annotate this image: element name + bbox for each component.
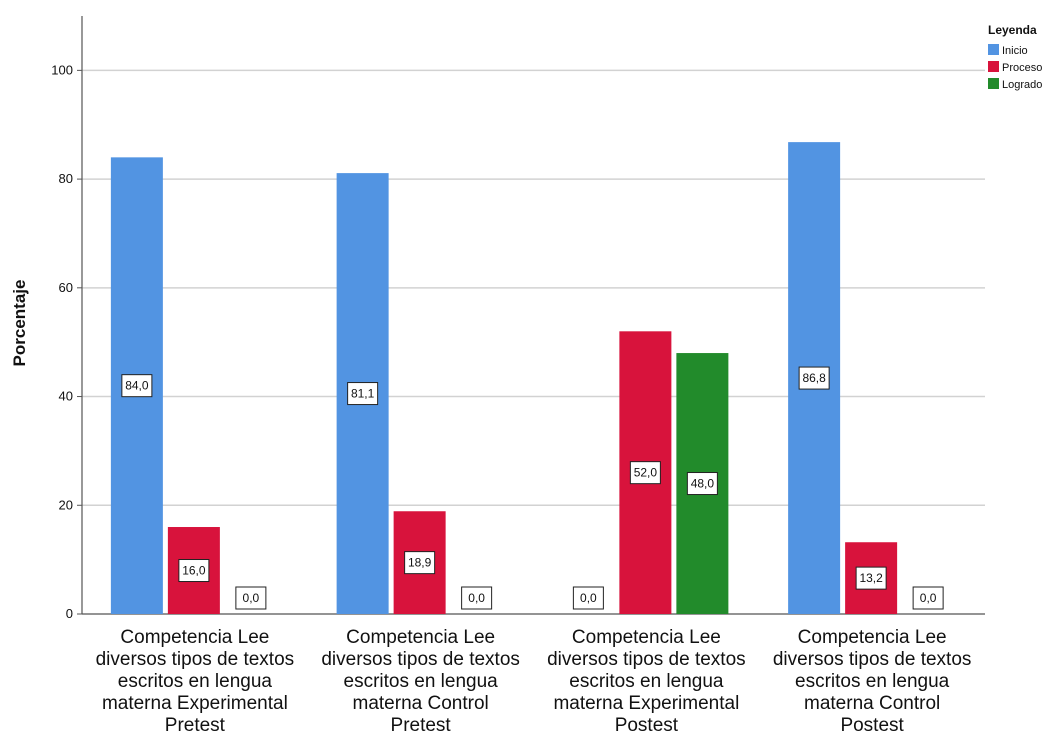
category-label-line: Pretest <box>165 715 226 736</box>
y-tick-label: 60 <box>59 280 73 295</box>
category-label-line: Postest <box>840 715 904 736</box>
category-label-line: escritos en lengua <box>118 671 273 692</box>
legend-label: Proceso <box>1002 62 1042 74</box>
y-tick-label: 20 <box>59 497 73 512</box>
data-label: 0,0 <box>468 591 485 605</box>
category-label: Competencia Lee diversos tipos de textos e… <box>773 627 972 736</box>
category-label-line: escritos en lengua <box>344 671 499 692</box>
legend-title: Leyenda <box>988 23 1037 37</box>
data-label: 0,0 <box>920 591 937 605</box>
legend-swatch-inicio <box>988 44 999 55</box>
category-label: Competencia Lee diversos tipos de textos e… <box>547 627 746 736</box>
category-label-line: Postest <box>615 715 679 736</box>
category-label-line: Competencia Lee <box>346 627 495 648</box>
data-label-box <box>572 586 604 610</box>
y-tick-label: 0 <box>66 606 73 621</box>
category-label-line: Competencia Lee <box>798 627 947 648</box>
data-label: 84,0 <box>125 379 149 393</box>
data-label: 48,0 <box>691 477 715 491</box>
data-label-box <box>798 366 830 390</box>
data-label: 52,0 <box>634 466 658 480</box>
data-label: 13,2 <box>859 571 883 585</box>
category-label-line: diversos tipos de textos <box>96 649 295 670</box>
legend: Leyenda Inicio Proceso Logrado <box>988 23 1042 91</box>
legend-label: Inicio <box>1002 45 1028 57</box>
category-label: Competencia Lee diversos tipos de textos e… <box>96 627 295 736</box>
category-label-line: materna Control <box>804 693 940 714</box>
data-label-box <box>404 551 436 575</box>
grid-lines <box>82 69 985 507</box>
category-label-line: Competencia Lee <box>120 627 269 648</box>
data-label: 18,9 <box>408 556 432 570</box>
category-label: Competencia Lee diversos tipos de textos e… <box>321 627 520 736</box>
legend-label: Logrado <box>1002 79 1042 91</box>
data-labels: 84,0 16,0 0,0 81,1 18,9 0,0 0,0 52,0 48,0 86,8 13,… <box>121 366 944 610</box>
data-label-box <box>347 382 379 406</box>
data-label: 16,0 <box>182 564 206 578</box>
legend-swatch-proceso <box>988 61 999 72</box>
y-tick-label: 40 <box>59 389 73 404</box>
data-label-box <box>235 586 267 610</box>
data-label: 86,8 <box>802 371 826 385</box>
category-label-line: escritos en lengua <box>569 671 724 692</box>
category-labels: Competencia Lee diversos tipos de textos e… <box>96 627 972 736</box>
category-label-line: materna Experimental <box>102 693 288 714</box>
category-label-line: diversos tipos de textos <box>321 649 520 670</box>
data-label: 0,0 <box>243 591 260 605</box>
y-axis-label: Porcentaje <box>10 280 29 367</box>
y-tick-label: 80 <box>59 171 73 186</box>
category-label-line: escritos en lengua <box>795 671 950 692</box>
category-label-line: diversos tipos de textos <box>547 649 746 670</box>
data-label-box <box>855 566 887 590</box>
data-label-box <box>629 461 661 485</box>
category-label-line: Pretest <box>391 715 452 736</box>
y-tick-label: 100 <box>51 62 73 77</box>
legend-swatch-logrado <box>988 78 999 89</box>
category-label-line: Competencia Lee <box>572 627 721 648</box>
category-label-line: materna Experimental <box>553 693 739 714</box>
category-label-line: materna Control <box>353 693 489 714</box>
data-label-box <box>178 559 210 583</box>
bars <box>110 142 898 615</box>
data-label-box <box>121 374 153 398</box>
data-label: 0,0 <box>580 591 597 605</box>
data-label: 81,1 <box>351 387 375 401</box>
data-label-box <box>686 472 718 496</box>
category-label-line: diversos tipos de textos <box>773 649 972 670</box>
data-label-box <box>461 586 493 610</box>
data-label-box <box>912 586 944 610</box>
